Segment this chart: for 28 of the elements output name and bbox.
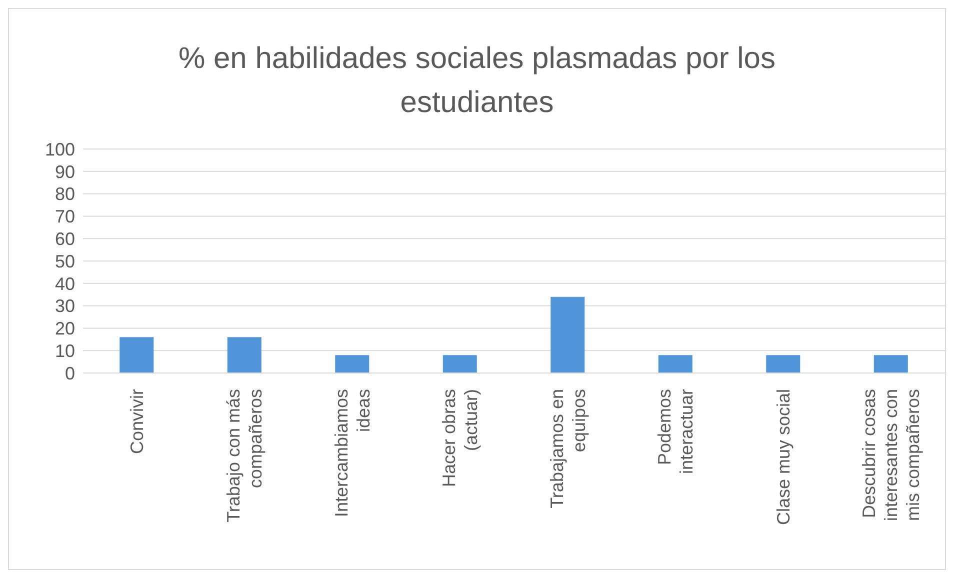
x-tick-label: Trabajo con más compañeros xyxy=(224,389,266,522)
bar xyxy=(120,337,154,373)
y-tick-label: 90 xyxy=(54,162,75,182)
y-tick-label: 30 xyxy=(54,296,75,316)
bar xyxy=(874,355,908,373)
bar xyxy=(442,355,477,373)
bar xyxy=(658,355,692,373)
bar xyxy=(335,355,370,373)
bar xyxy=(550,296,585,373)
y-tick-label: 60 xyxy=(54,228,75,249)
y-tick-label: 20 xyxy=(54,318,75,339)
x-tick-label: Intercambiamos ideas xyxy=(331,389,374,518)
bar xyxy=(227,337,262,373)
y-tick-label: 70 xyxy=(54,206,75,227)
x-tick-label: Trabajamos en equipos xyxy=(546,389,589,508)
chart-title: % en habilidades sociales plasmadas por los estudiantes xyxy=(177,41,776,121)
x-tick-label: Hacer obras (actuar) xyxy=(439,389,482,488)
y-tick-label: 100 xyxy=(44,139,75,160)
y-tick-label: 80 xyxy=(54,184,75,204)
x-tick-label: Descubrir cosas interesantes con mis compañeros xyxy=(859,389,924,522)
y-tick-label: 40 xyxy=(54,274,75,294)
bar xyxy=(766,355,800,373)
x-tick-label: Clase muy social xyxy=(773,389,794,526)
y-tick-label: 0 xyxy=(64,363,75,384)
y-tick-label: 10 xyxy=(54,340,75,361)
x-tick-label: Convivir xyxy=(126,388,147,454)
y-tick-label: 50 xyxy=(54,251,75,272)
x-tick-label: Podemos interactuar xyxy=(654,389,697,474)
